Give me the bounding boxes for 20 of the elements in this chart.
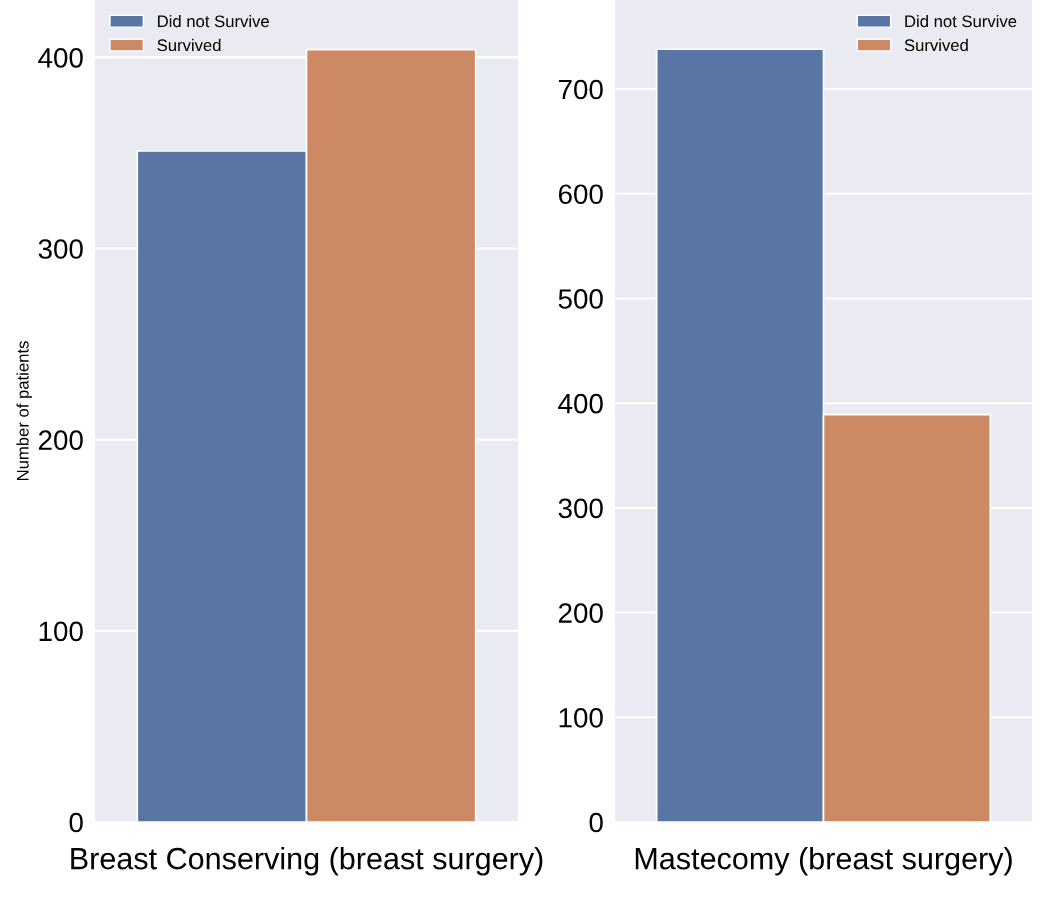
legend-label: Did not Survive	[905, 15, 1017, 28]
legend-label: Survived	[904, 38, 968, 52]
y-tick-label: 600	[558, 184, 603, 205]
y-tick-label: 0	[69, 812, 83, 833]
y-tick-label: 200	[558, 603, 603, 623]
x-tick-label: Mastecomy (breast surgery)	[635, 847, 1012, 876]
y-tick-label: 300	[558, 498, 603, 519]
legend-label: Did not Survive	[158, 15, 269, 28]
y-tick-label: 0	[589, 812, 603, 833]
y-tick-label: 700	[558, 79, 603, 100]
y-tick-label: 300	[38, 239, 83, 259]
y-tick-label: 200	[38, 430, 83, 451]
x-tick-label: Breast Conserving (breast surgery)	[71, 847, 543, 876]
y-tick-label: 400	[558, 393, 603, 414]
legend-label: Survived	[157, 38, 221, 52]
y-tick-label: 500	[558, 289, 603, 309]
y-tick-label: 100	[559, 707, 603, 728]
y-tick-label: 400	[38, 48, 83, 68]
y-axis-title: Number of patients	[16, 341, 32, 481]
y-tick-label: 100	[39, 621, 83, 642]
